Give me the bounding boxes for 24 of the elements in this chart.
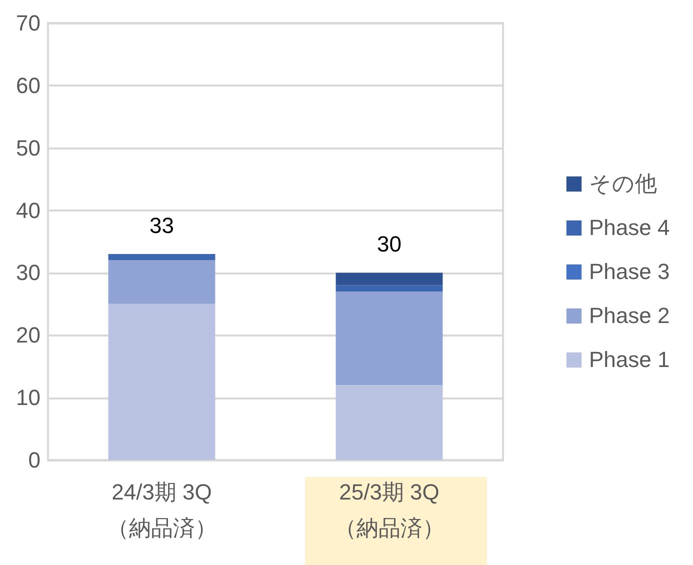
legend-label: Phase 1 [589,347,670,372]
total-label: 30 [377,232,402,257]
legend-label: Phase 2 [589,303,670,328]
bar [336,291,443,386]
y-tick-label: 60 [16,72,40,98]
bar [108,260,216,304]
y-tick-label: 70 [16,10,40,36]
y-tick-label: 20 [16,322,40,348]
bar [336,385,443,460]
legend-label: Phase 3 [589,259,670,284]
y-tick-label: 0 [28,448,40,472]
legend-label: その他 [589,171,657,196]
y-tick-label: 50 [16,135,40,160]
y-tick-label: 30 [16,260,40,286]
bar [108,254,216,260]
total-label: 33 [150,212,174,238]
x-tick-label: 25/3期 3Q （納品済） [334,480,444,540]
y-tick-label: 40 [16,198,40,223]
legend-label: Phase 4 [589,215,670,240]
x-tick-label: 24/3期 3Q （納品済） [106,480,217,540]
y-tick-label: 10 [16,385,40,410]
bar [108,304,216,460]
bar [336,285,443,292]
bar [336,272,443,286]
